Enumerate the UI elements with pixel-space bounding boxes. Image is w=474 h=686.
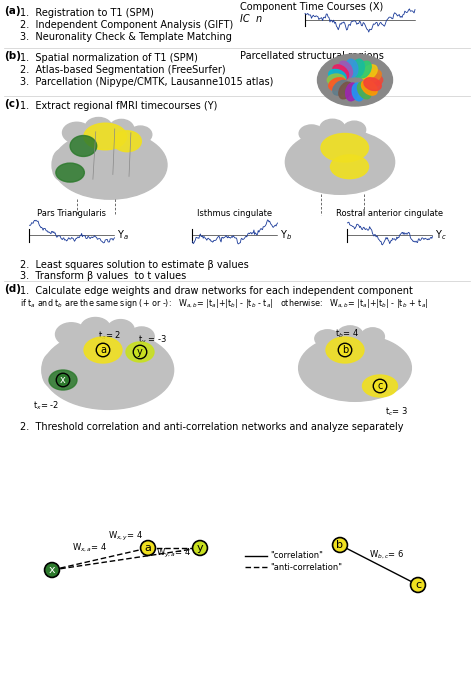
Text: 2.  Threshold correlation and anti-correlation networks and analyze separately: 2. Threshold correlation and anti-correl… bbox=[20, 422, 403, 432]
Text: IC: IC bbox=[240, 14, 253, 24]
Ellipse shape bbox=[363, 375, 398, 397]
Ellipse shape bbox=[346, 83, 358, 101]
Text: Rostral anterior cingulate: Rostral anterior cingulate bbox=[337, 209, 444, 219]
Ellipse shape bbox=[365, 74, 383, 86]
Ellipse shape bbox=[109, 119, 134, 139]
Ellipse shape bbox=[329, 78, 346, 91]
Ellipse shape bbox=[330, 155, 368, 178]
Text: b: b bbox=[337, 540, 344, 550]
Ellipse shape bbox=[339, 61, 353, 78]
Ellipse shape bbox=[362, 65, 377, 80]
Ellipse shape bbox=[84, 123, 127, 150]
Ellipse shape bbox=[352, 83, 365, 101]
Text: 3.  Transform β values  to t values: 3. Transform β values to t values bbox=[20, 271, 186, 281]
Text: Y$_c$: Y$_c$ bbox=[436, 228, 447, 242]
Ellipse shape bbox=[320, 119, 345, 137]
Ellipse shape bbox=[55, 322, 87, 346]
Ellipse shape bbox=[364, 78, 381, 91]
Text: 1.  Calculate edge weights and draw networks for each independent component: 1. Calculate edge weights and draw netwo… bbox=[20, 286, 413, 296]
Text: y: y bbox=[137, 347, 143, 357]
Ellipse shape bbox=[84, 337, 122, 363]
Text: b: b bbox=[342, 345, 348, 355]
Ellipse shape bbox=[357, 82, 371, 99]
Ellipse shape bbox=[129, 327, 154, 346]
Text: c: c bbox=[377, 381, 383, 391]
Text: (b): (b) bbox=[4, 51, 21, 61]
Ellipse shape bbox=[53, 131, 167, 199]
Ellipse shape bbox=[329, 69, 346, 82]
Ellipse shape bbox=[299, 125, 324, 142]
Ellipse shape bbox=[85, 117, 112, 137]
Text: t$_b$= 4: t$_b$= 4 bbox=[335, 327, 359, 340]
Ellipse shape bbox=[42, 331, 173, 410]
Ellipse shape bbox=[362, 80, 377, 95]
Text: if t$_a$ and t$_b$ are the same sign (+ or -):   W$_{a,b}$= |t$_a$|+|t$_b$| - |t: if t$_a$ and t$_b$ are the same sign (+ … bbox=[20, 297, 428, 310]
Text: (c): (c) bbox=[4, 99, 20, 109]
Ellipse shape bbox=[285, 130, 395, 194]
Text: t$_x$= -2: t$_x$= -2 bbox=[33, 400, 59, 412]
Text: "correlation": "correlation" bbox=[270, 552, 323, 560]
Ellipse shape bbox=[315, 330, 340, 347]
Ellipse shape bbox=[333, 65, 348, 80]
Ellipse shape bbox=[63, 122, 91, 143]
Text: 1.  Spatial normalization of T1 (SPM): 1. Spatial normalization of T1 (SPM) bbox=[20, 53, 198, 63]
Ellipse shape bbox=[49, 370, 77, 390]
Text: 3.  Neuronality Check & Template Matching: 3. Neuronality Check & Template Matching bbox=[20, 32, 232, 42]
Ellipse shape bbox=[346, 59, 358, 77]
Text: (a): (a) bbox=[4, 6, 21, 16]
Ellipse shape bbox=[352, 59, 365, 77]
Text: Isthmus cingulate: Isthmus cingulate bbox=[198, 209, 273, 219]
Ellipse shape bbox=[56, 163, 84, 182]
Text: W$_{x,y}$= 4: W$_{x,y}$= 4 bbox=[109, 530, 144, 543]
Ellipse shape bbox=[52, 150, 69, 180]
Text: (d): (d) bbox=[4, 284, 21, 294]
Text: Y$_a$: Y$_a$ bbox=[118, 228, 129, 242]
Ellipse shape bbox=[129, 126, 152, 143]
Text: 1.  Registration to T1 (SPM): 1. Registration to T1 (SPM) bbox=[20, 8, 154, 18]
Ellipse shape bbox=[343, 121, 365, 139]
Text: 3.  Parcellation (Nipype/CMTK, Lausanne1015 atlas): 3. Parcellation (Nipype/CMTK, Lausanne10… bbox=[20, 77, 273, 87]
Text: "anti-correlation": "anti-correlation" bbox=[270, 563, 342, 571]
Ellipse shape bbox=[357, 61, 371, 78]
Text: Pars Triangularis: Pars Triangularis bbox=[37, 209, 107, 219]
Ellipse shape bbox=[321, 134, 368, 162]
Text: n: n bbox=[256, 14, 262, 24]
Text: t$_c$= 3: t$_c$= 3 bbox=[385, 405, 409, 418]
Text: Y$_b$: Y$_b$ bbox=[281, 228, 292, 242]
Text: a: a bbox=[145, 543, 151, 553]
Text: a: a bbox=[100, 345, 106, 355]
Text: W$_{y,a}$= 4: W$_{y,a}$= 4 bbox=[156, 547, 191, 560]
Ellipse shape bbox=[364, 69, 381, 82]
Text: x: x bbox=[60, 375, 66, 385]
Text: c: c bbox=[415, 580, 421, 590]
Text: W$_{b,c}$= 6: W$_{b,c}$= 6 bbox=[369, 549, 404, 561]
Text: Component Time Courses (X): Component Time Courses (X) bbox=[240, 2, 383, 12]
Text: W$_{x,a}$= 4: W$_{x,a}$= 4 bbox=[73, 542, 108, 554]
Text: 1.  Extract regional fMRI timecourses (Y): 1. Extract regional fMRI timecourses (Y) bbox=[20, 101, 218, 111]
Ellipse shape bbox=[42, 353, 61, 387]
Text: x: x bbox=[49, 565, 55, 575]
Ellipse shape bbox=[333, 80, 348, 95]
Text: 2.  Least squares solution to estimate β values: 2. Least squares solution to estimate β … bbox=[20, 260, 249, 270]
Ellipse shape bbox=[337, 326, 363, 344]
Text: y: y bbox=[197, 543, 203, 553]
Ellipse shape bbox=[81, 318, 110, 338]
Ellipse shape bbox=[299, 335, 411, 401]
Ellipse shape bbox=[113, 131, 141, 152]
Text: t$_y$ = -3: t$_y$ = -3 bbox=[138, 334, 168, 347]
Text: 2.  Atlas-based Segmentation (FreeSurfer): 2. Atlas-based Segmentation (FreeSurfer) bbox=[20, 65, 226, 75]
Ellipse shape bbox=[126, 342, 154, 362]
Ellipse shape bbox=[318, 54, 392, 106]
Ellipse shape bbox=[328, 74, 345, 86]
Text: t$_a$= 2: t$_a$= 2 bbox=[98, 330, 122, 342]
Ellipse shape bbox=[361, 328, 384, 346]
Ellipse shape bbox=[70, 136, 97, 156]
Ellipse shape bbox=[339, 82, 353, 99]
Ellipse shape bbox=[326, 337, 364, 363]
Text: Parcellated structural regions: Parcellated structural regions bbox=[240, 51, 384, 61]
Ellipse shape bbox=[107, 320, 134, 341]
Text: 2.  Independent Component Analysis (GIFT): 2. Independent Component Analysis (GIFT) bbox=[20, 20, 233, 30]
